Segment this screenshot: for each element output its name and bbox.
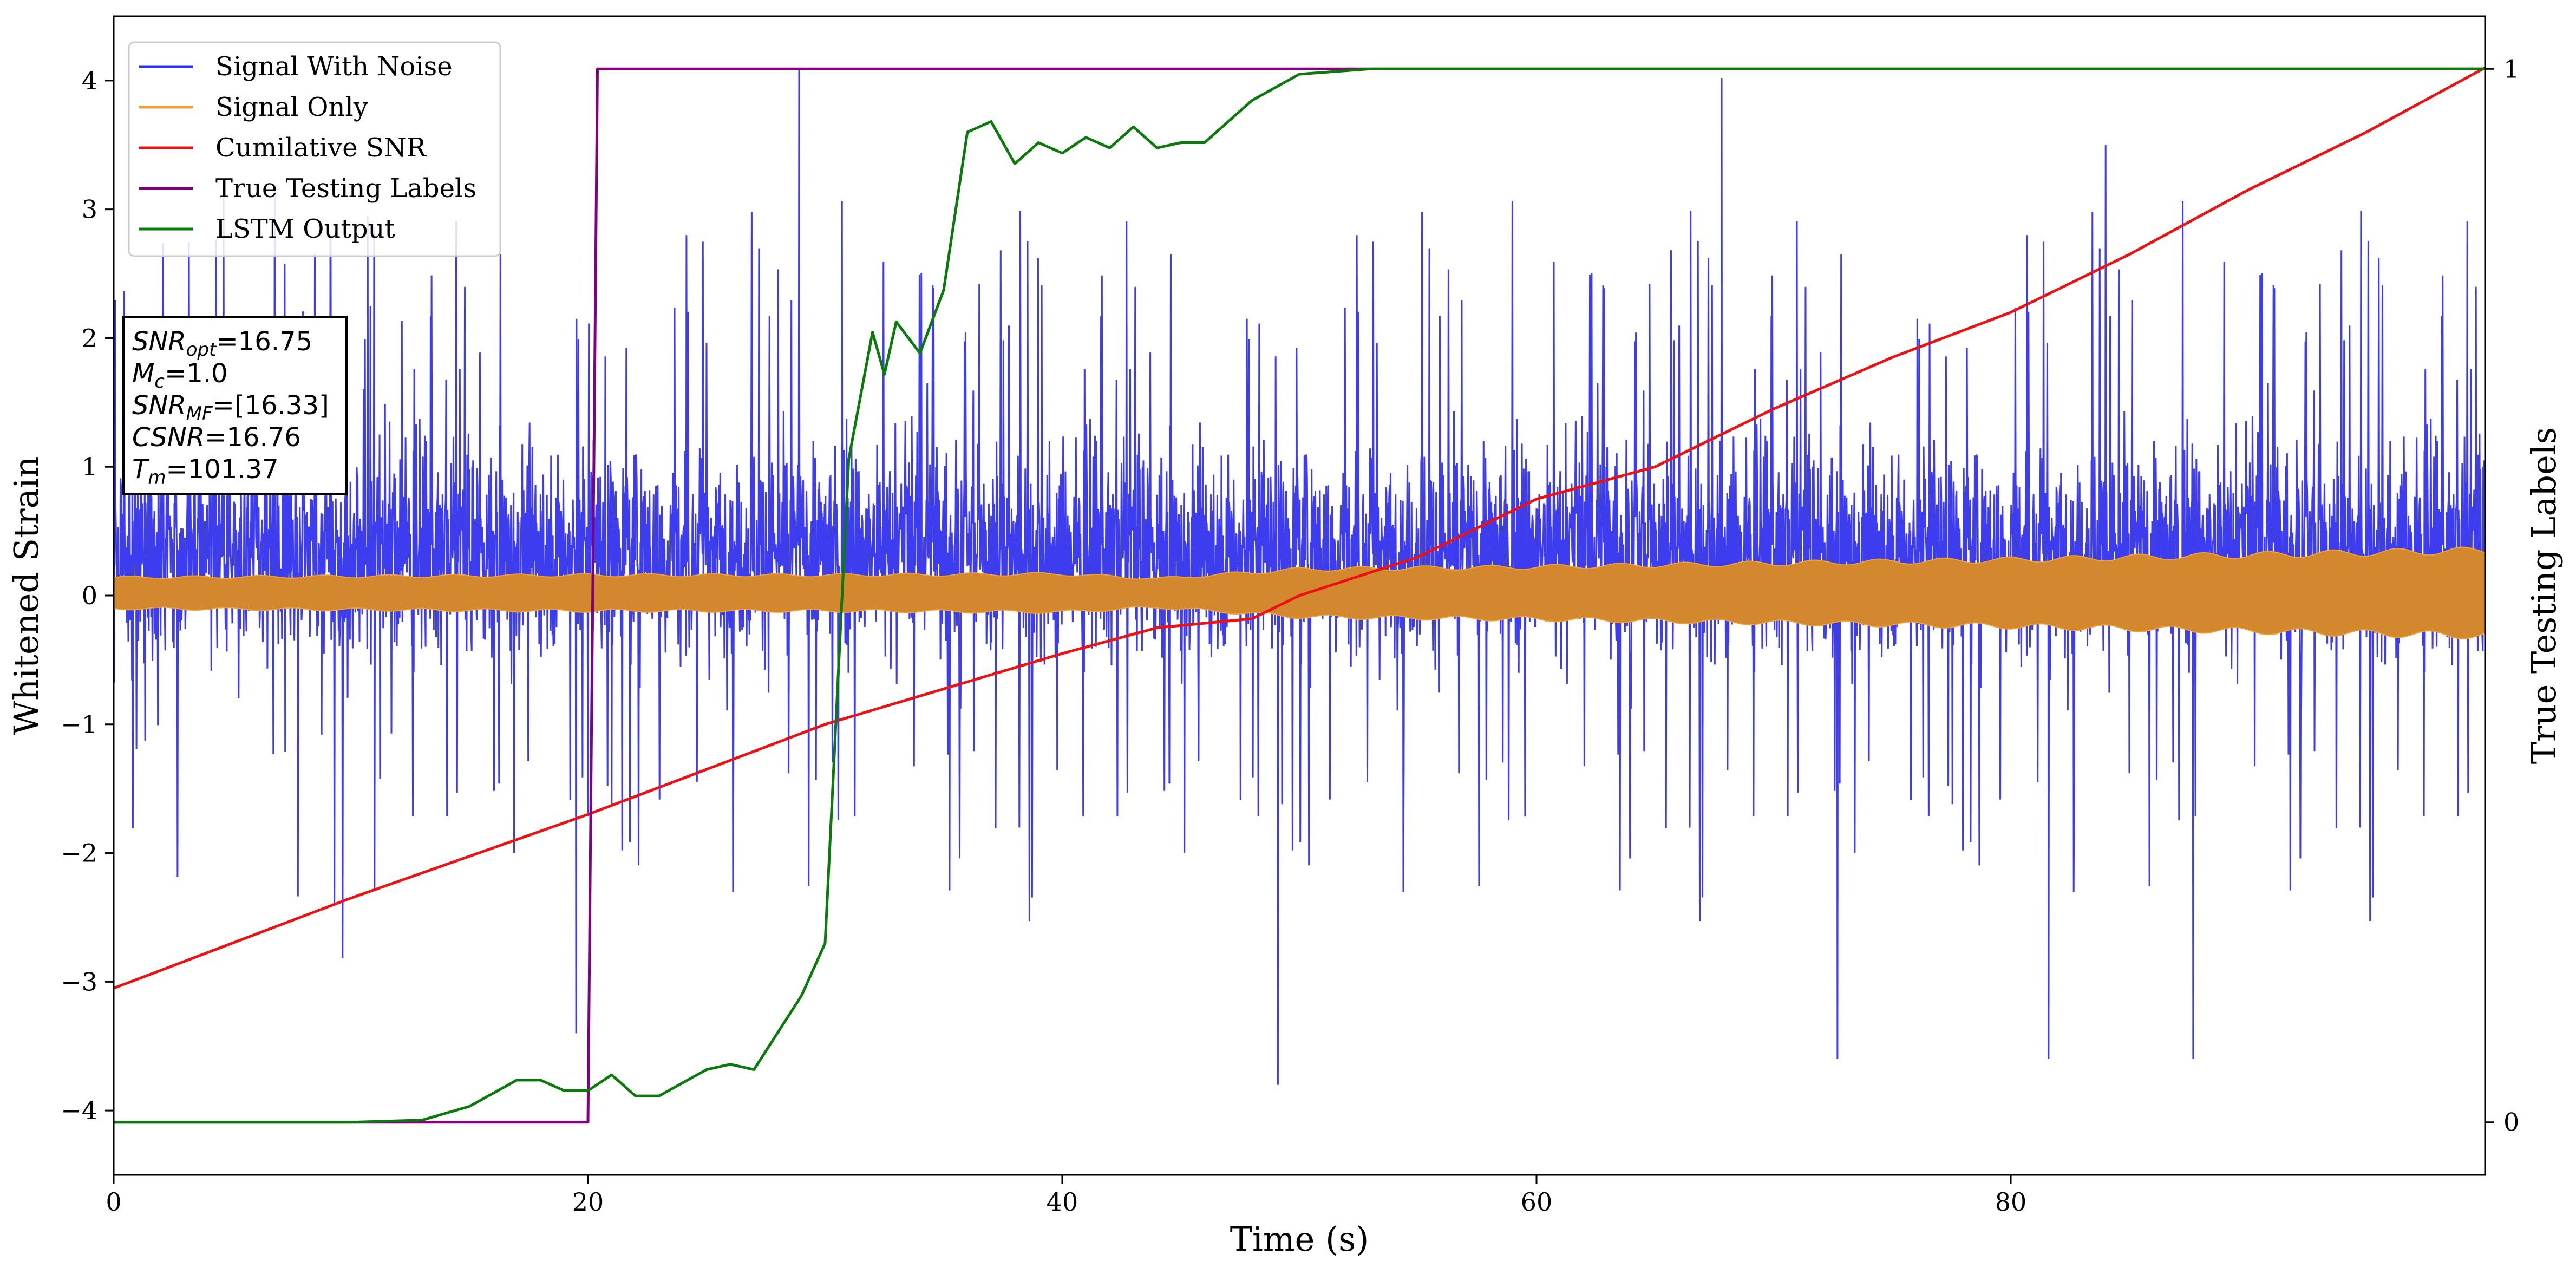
y-tick-label: −4 — [61, 1096, 97, 1125]
x-axis: 0 20 40 60 80 — [106, 1175, 2026, 1217]
legend: Signal With Noise Signal Only Cumilative S… — [128, 41, 501, 257]
x-axis-label: Time (s) — [1230, 1219, 1369, 1259]
signal-only-band — [114, 546, 2485, 639]
info-box-frame — [122, 316, 348, 495]
legend-label: Cumilative SNR — [215, 133, 427, 163]
info-line: CSNR=16.76 — [132, 422, 301, 453]
y-axis: −4 −3 −2 −1 0 1 2 3 4 — [61, 66, 114, 1125]
y-axis-label: Whitened Strain — [6, 456, 46, 735]
cumilative-snr-line — [114, 66, 2485, 990]
y-tick-label: 2 — [82, 323, 97, 352]
y-tick-label: 1 — [82, 452, 97, 481]
y-tick-label: 4 — [82, 66, 97, 95]
x-tick-label: 0 — [106, 1187, 121, 1217]
legend-label: LSTM Output — [215, 214, 395, 244]
plot-area — [114, 66, 2485, 1124]
x-tick-label: 80 — [1995, 1187, 2027, 1217]
y-tick-label: −1 — [61, 710, 97, 739]
y2-axis-label: True Testing Labels — [2524, 427, 2564, 765]
x-tick-label: 60 — [1521, 1187, 1553, 1217]
x-tick-label: 20 — [572, 1187, 604, 1217]
y2-tick-label: 0 — [2503, 1108, 2519, 1137]
info-line: Mc=1.0 — [132, 358, 228, 393]
info-line: SNRopt=16.75 — [132, 326, 312, 361]
y-tick-label: 3 — [82, 195, 97, 224]
y-tick-label: 0 — [82, 581, 97, 610]
legend-box — [128, 41, 501, 257]
legend-label: True Testing Labels — [215, 173, 476, 204]
legend-label: Signal Only — [215, 92, 368, 122]
y-tick-label: −3 — [61, 967, 97, 996]
info-line: SNRMF=[16.33] — [132, 390, 329, 424]
lstm-output-line — [114, 67, 2485, 1124]
y2-axis: 01 — [2485, 54, 2519, 1137]
y-tick-label: −2 — [61, 839, 97, 868]
legend-label: Signal With Noise — [215, 51, 453, 82]
info-box: SNRopt=16.75Mc=1.0SNRMF=[16.33]CSNR=16.7… — [122, 316, 348, 495]
y2-tick-label: 1 — [2503, 54, 2519, 83]
x-tick-label: 40 — [1047, 1187, 1078, 1217]
info-line: Tm=101.37 — [132, 454, 279, 488]
